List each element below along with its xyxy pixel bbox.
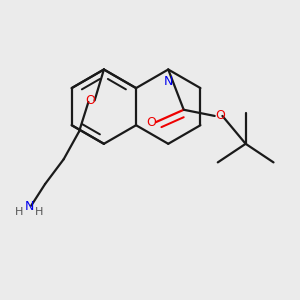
Text: N: N [25, 200, 34, 213]
Text: N: N [164, 75, 173, 88]
Text: O: O [146, 116, 156, 129]
Text: O: O [85, 94, 95, 107]
Text: H: H [35, 207, 43, 217]
Text: H: H [15, 207, 23, 217]
Text: O: O [215, 110, 225, 122]
